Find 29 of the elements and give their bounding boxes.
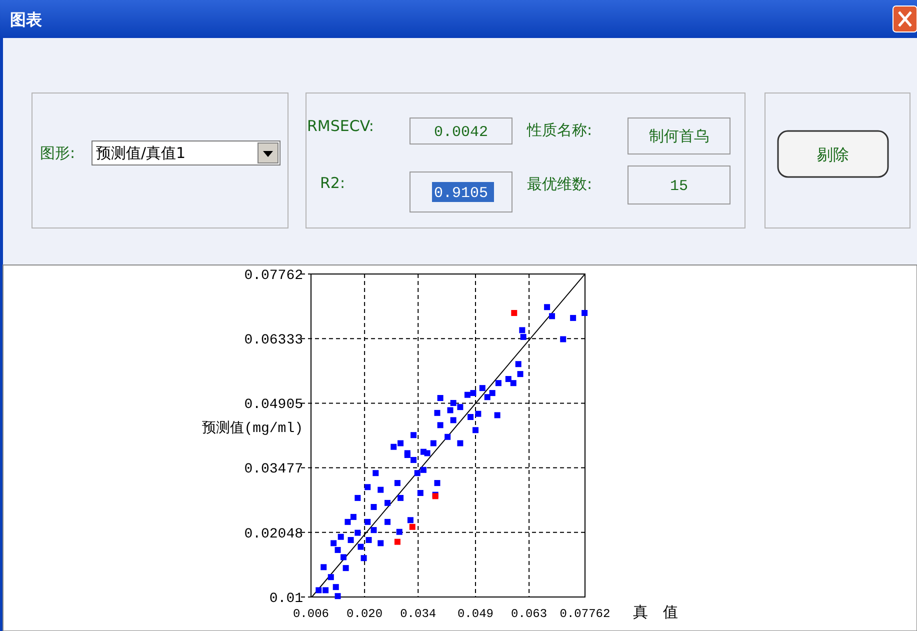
text: 0.9105	[434, 185, 488, 202]
y-tick-label: 0.06333	[244, 332, 303, 349]
text: 最优维数:	[527, 175, 592, 193]
x-tick-label: 0.049	[458, 607, 494, 621]
x-axis-title: 真 值	[633, 603, 678, 621]
text: 图形:	[40, 144, 76, 162]
x-tick-label: 0.034	[400, 607, 436, 621]
text: 图表	[10, 10, 43, 29]
text: 预测值/真值1	[96, 144, 186, 162]
y-tick-label: 0.02048	[244, 526, 303, 542]
y-tick-label: 0.07762	[244, 268, 303, 284]
text: 剔除	[817, 145, 849, 164]
y-axis-title: 预测值(mg/ml)	[202, 420, 303, 437]
point	[409, 524, 416, 530]
x-tick-label: 0.063	[511, 607, 548, 621]
text: R2:	[320, 174, 346, 192]
point	[511, 310, 518, 316]
x-tick-label: 0.006	[292, 607, 330, 621]
text: 15	[670, 178, 688, 195]
text: 0.0042	[434, 124, 488, 141]
x-tick-label: 0.07762	[560, 607, 610, 621]
text: 性质名称:	[526, 121, 592, 139]
x-tick-label: 0.020	[346, 607, 383, 621]
text: 制何首乌	[649, 128, 709, 146]
y-tick-label: 0.03477	[244, 462, 303, 478]
y-tick-label: 0.01	[269, 590, 303, 607]
y-tick-label: 0.04905	[244, 397, 303, 414]
point	[394, 538, 400, 545]
text: RMSECV:	[307, 117, 374, 135]
